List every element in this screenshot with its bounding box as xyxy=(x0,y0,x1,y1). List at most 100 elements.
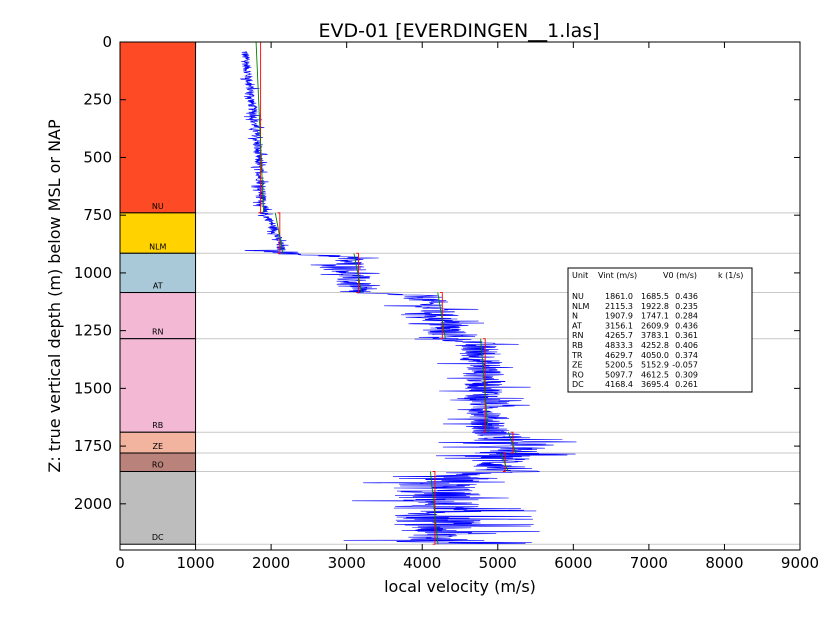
table-cell-k: 0.361 xyxy=(675,331,698,340)
y-tick-label: 750 xyxy=(83,206,112,224)
unit-box-dc xyxy=(119,470,197,545)
x-tick-label: 0 xyxy=(115,554,125,572)
table-cell-v0: 1922.8 xyxy=(641,302,669,311)
y-axis: 0 250 500 750 1000 1250 1500 1750 2000 xyxy=(74,33,800,513)
x-tick-label: 8000 xyxy=(705,554,743,572)
y-tick-label: 2000 xyxy=(74,495,112,513)
table-cell-k: -0.057 xyxy=(672,361,698,370)
y-tick-label: 1000 xyxy=(74,264,112,282)
table-cell-v0: 2609.9 xyxy=(641,321,669,330)
gradient-trend-at xyxy=(353,253,362,293)
table-cell-vint: 5200.5 xyxy=(605,361,633,370)
interval-velocity-rb xyxy=(482,338,486,433)
table-cell-k: 0.406 xyxy=(675,341,698,350)
table-cell-v0: 1747.1 xyxy=(641,312,669,321)
table-cell-v0: 3783.1 xyxy=(641,331,669,340)
table-cell-v0: 1685.5 xyxy=(641,292,669,301)
table-header-cell: Vint (m/s) xyxy=(598,271,637,280)
gradient-trend-ze xyxy=(507,432,517,454)
unit-box-nlm xyxy=(119,212,197,254)
table-header-cell: k (1/s) xyxy=(718,271,743,280)
y-axis-label: Z: true vertical depth (m) below MSL or … xyxy=(45,119,64,473)
x-tick-label: 5000 xyxy=(479,554,517,572)
x-tick-label: 4000 xyxy=(403,554,441,572)
unit-box-rb xyxy=(119,338,197,433)
x-tick-label: 2000 xyxy=(252,554,290,572)
interval-velocity-at xyxy=(356,252,359,293)
table-cell-v0: 4252.8 xyxy=(641,341,669,350)
table-cell-unit: NU xyxy=(572,292,584,301)
table-cell-v0: 5152.9 xyxy=(641,361,669,370)
y-tick-label: 250 xyxy=(83,91,112,109)
gradient-trend-nu xyxy=(255,41,265,213)
unit-velocity-table: Unit Vint (m/s) V0 (m/s) k (1/s) NU 1861.0 168… xyxy=(567,267,753,393)
x-tick-label: 1000 xyxy=(176,554,214,572)
table-cell-v0: 4612.5 xyxy=(641,370,669,379)
table-cell-vint: 1907.9 xyxy=(605,312,633,321)
x-tick-label: 3000 xyxy=(328,554,366,572)
y-tick-label: 0 xyxy=(102,33,112,51)
unit-label: NU xyxy=(152,202,164,211)
unit-label: AT xyxy=(153,282,163,291)
unit-label: NLM xyxy=(149,242,166,251)
unit-box-at xyxy=(119,252,197,294)
table-box xyxy=(567,267,753,393)
unit-box-nu xyxy=(119,41,197,214)
table-cell-unit: RB xyxy=(572,341,583,350)
interval-velocity-ze xyxy=(510,431,514,454)
y-tick-label: 1750 xyxy=(74,437,112,455)
table-cell-vint: 1861.0 xyxy=(605,292,633,301)
table-cell-unit: AT xyxy=(572,321,582,330)
table-cell-v0: 4050.0 xyxy=(641,351,669,360)
table-cell-unit: N xyxy=(572,312,578,321)
table-cell-unit: RN xyxy=(572,331,584,340)
table-cell-k: 0.436 xyxy=(675,292,698,301)
x-tick-label: 7000 xyxy=(630,554,668,572)
unit-label: ZE xyxy=(153,442,164,451)
interval-velocity-dc xyxy=(432,471,436,545)
table-header-cell: Unit xyxy=(572,271,588,280)
y-tick-label: 1250 xyxy=(74,322,112,340)
table-cell-vint: 4833.3 xyxy=(605,341,633,350)
unit-label: DC xyxy=(152,533,164,542)
table-cell-k: 0.235 xyxy=(675,302,698,311)
interval-velocity-ro xyxy=(502,452,506,472)
table-cell-vint: 4629.7 xyxy=(605,351,633,360)
interval-velocity-rn xyxy=(440,292,443,340)
table-cell-unit: TR xyxy=(571,351,583,360)
table-cell-vint: 5097.7 xyxy=(605,370,633,379)
unit-label: RN xyxy=(152,328,164,337)
y-tick-label: 500 xyxy=(83,148,112,166)
table-cell-vint: 2115.3 xyxy=(605,302,633,311)
table-cell-unit: RO xyxy=(572,370,584,379)
x-axis: 0 1000 2000 3000 4000 5000 6000 7000 8000 9000 xyxy=(115,42,819,572)
y-tick-label: 1500 xyxy=(74,379,112,397)
chart-title: EVD-01 [EVERDINGEN__1.las] xyxy=(318,20,599,42)
table-cell-unit: ZE xyxy=(572,361,583,370)
gradient-trend-ro xyxy=(500,452,509,472)
interval-velocity-nlm xyxy=(277,212,281,254)
x-tick-label: 9000 xyxy=(781,554,819,572)
x-axis-label: local velocity (m/s) xyxy=(384,577,536,596)
gradient-trend-rn xyxy=(437,292,446,339)
x-tick-label: 6000 xyxy=(554,554,592,572)
table-cell-k: 0.261 xyxy=(675,380,698,389)
table-cell-k: 0.374 xyxy=(675,351,698,360)
gradient-trend-rb xyxy=(480,338,489,433)
table-cell-vint: 3156.1 xyxy=(605,321,633,330)
table-cell-k: 0.436 xyxy=(675,321,698,330)
table-cell-k: 0.284 xyxy=(675,312,698,321)
table-cell-v0: 3695.4 xyxy=(641,380,669,389)
table-cell-k: 0.309 xyxy=(675,370,698,379)
table-cell-vint: 4265.7 xyxy=(605,331,633,340)
gradient-trend-nlm xyxy=(274,212,284,254)
velocity-log-series xyxy=(239,51,577,545)
table-cell-unit: NLM xyxy=(572,302,589,311)
unit-label: RO xyxy=(152,460,164,469)
plot-frame xyxy=(119,41,801,551)
unit-label: RB xyxy=(152,421,163,430)
gradient-trend-dc xyxy=(429,471,439,545)
table-cell-vint: 4168.4 xyxy=(605,380,633,389)
